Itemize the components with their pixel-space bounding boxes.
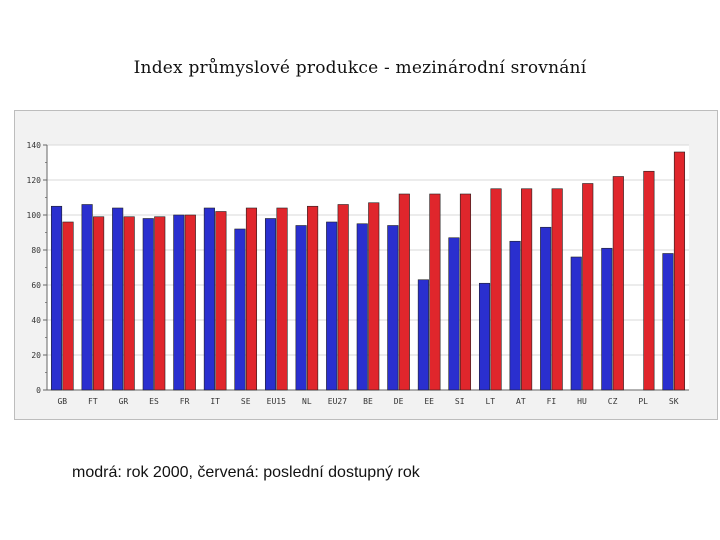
x-tick-label-ES: ES [149, 397, 159, 406]
x-tick-label-PL: PL [638, 397, 648, 406]
x-tick-label-EE: EE [424, 397, 434, 406]
bar-EE-s2 [429, 193, 441, 391]
chart-caption: modrá: rok 2000, červená: poslední dostu… [72, 464, 420, 481]
bar-EU15-s2 [276, 207, 288, 391]
x-tick-label-FT: FT [88, 397, 98, 406]
bar-NL-s1 [295, 225, 307, 391]
bar-AT-s1 [509, 240, 521, 391]
page-title: Index průmyslové produkce - mezinárodní … [133, 58, 587, 78]
bar-FT-s1 [81, 204, 93, 391]
bar-GB-s1 [50, 205, 63, 391]
bar-EU27-s2 [337, 204, 349, 391]
bar-DE-s2 [398, 193, 410, 391]
x-tick-label-EU27: EU27 [328, 397, 347, 406]
bar-FI-s1 [540, 226, 552, 391]
x-tick-label-HU: HU [577, 397, 587, 406]
y-tick-label-20: 20 [31, 351, 41, 360]
x-tick-label-BE: BE [363, 397, 373, 406]
bar-EU15-s1 [264, 218, 277, 391]
x-tick-label-SI: SI [455, 397, 465, 406]
chart-panel: 0 20 40 60 80 100 120 140 GB FT GR ES FR IT SE EU15 NL EU… [14, 110, 718, 420]
x-tick-label-DE: DE [394, 397, 404, 406]
bar-ES-s1 [142, 218, 154, 391]
bar-HU-s2 [582, 183, 594, 391]
bar-IT-s2 [215, 211, 227, 391]
x-tick-label-LT: LT [485, 397, 495, 406]
bar-FR-s1 [173, 214, 185, 391]
x-tick-label-NL: NL [302, 397, 312, 406]
y-tick-label-80: 80 [31, 246, 41, 255]
bar-IT-s1 [203, 207, 215, 391]
x-tick-label-SK: SK [669, 397, 679, 406]
bar-chart: 0 20 40 60 80 100 120 140 GB FT GR ES FR IT SE EU15 NL EU… [27, 141, 689, 406]
x-tick-label-AT: AT [516, 397, 526, 406]
bar-CZ-s1 [601, 247, 613, 391]
x-tick-label-GR: GR [119, 397, 129, 406]
bar-EE-s1 [417, 279, 429, 391]
bar-FT-s2 [93, 216, 105, 391]
bar-HU-s1 [570, 256, 582, 391]
x-tick-label-FI: FI [547, 397, 557, 406]
bar-EU27-s1 [326, 221, 338, 391]
y-tick-label-140: 140 [27, 141, 42, 150]
bar-ES-s2 [154, 216, 166, 391]
x-tick-label-SE: SE [241, 397, 251, 406]
bar-SE-s2 [245, 207, 258, 391]
bar-BE-s2 [368, 202, 380, 391]
bar-AT-s2 [521, 188, 533, 391]
bar-LT-s1 [478, 282, 491, 391]
bar-SK-s1 [662, 253, 674, 391]
bar-SI-s2 [459, 193, 472, 391]
bar-SK-s2 [673, 151, 686, 391]
bar-GR-s1 [112, 207, 124, 391]
bar-NL-s2 [307, 205, 319, 391]
y-tick-label-60: 60 [31, 281, 41, 290]
bar-FR-s2 [184, 214, 196, 391]
bar-FI-s2 [551, 188, 563, 391]
bar-BE-s1 [356, 223, 368, 391]
bar-SI-s1 [448, 237, 460, 391]
bar-CZ-s2 [612, 176, 624, 391]
plot-area [47, 145, 689, 390]
x-tick-label-IT: IT [210, 397, 220, 406]
bar-DE-s1 [387, 225, 399, 391]
bar-LT-s2 [490, 188, 502, 391]
bar-PL-s2 [643, 170, 655, 391]
y-tick-label-0: 0 [36, 386, 41, 395]
x-tick-label-CZ: CZ [608, 397, 618, 406]
y-tick-label-120: 120 [27, 176, 42, 185]
x-tick-label-EU15: EU15 [267, 397, 286, 406]
bar-GB-s2 [62, 221, 74, 391]
bar-GR-s2 [123, 216, 135, 391]
x-tick-label-FR: FR [180, 397, 190, 406]
y-tick-label-100: 100 [27, 211, 42, 220]
bar-SE-s1 [234, 228, 246, 391]
x-tick-label-GB: GB [57, 397, 67, 406]
y-tick-label-40: 40 [31, 316, 41, 325]
